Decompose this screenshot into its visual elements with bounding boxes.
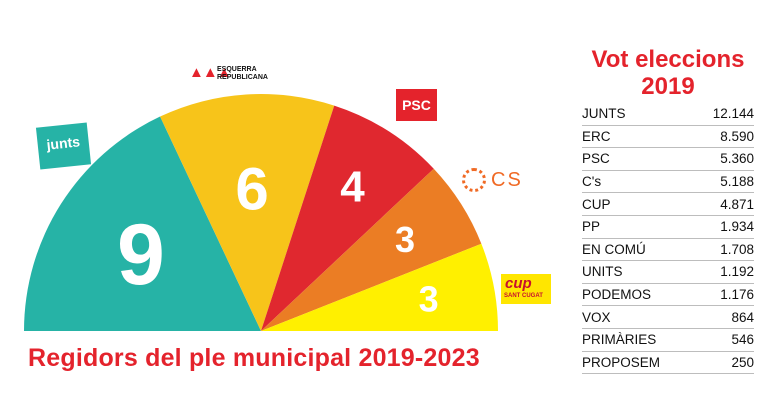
table-row: PRIMÀRIES 546 xyxy=(582,328,754,352)
table-row: VOX 864 xyxy=(582,305,754,329)
table-row: C's 5.188 xyxy=(582,170,754,194)
party-name: VOX xyxy=(582,305,695,329)
table-row: PODEMOS 1.176 xyxy=(582,283,754,307)
party-name: CUP xyxy=(582,192,695,216)
slice-junts xyxy=(24,116,261,331)
party-name: JUNTS xyxy=(582,103,695,126)
vote-count: 4.871 xyxy=(694,192,754,216)
vote-count: 1.708 xyxy=(694,238,754,262)
value-label-psc: 4 xyxy=(340,162,365,211)
party-name: PROPOSEM xyxy=(582,351,695,375)
table-row: EN COMÚ 1.708 xyxy=(582,238,754,262)
table-row: CUP 4.871 xyxy=(582,192,754,216)
cs-ring-icon xyxy=(462,168,486,192)
table-row: PROPOSEM 250 xyxy=(582,351,754,375)
party-name: PODEMOS xyxy=(582,283,695,307)
value-label-erc: 6 xyxy=(235,156,268,223)
table-row: PP 1.934 xyxy=(582,215,754,239)
table-row: UNITS 1.192 xyxy=(582,260,754,284)
vote-count: 5.188 xyxy=(694,170,754,194)
slice-psc xyxy=(261,105,434,331)
table-row: ERC 8.590 xyxy=(582,125,754,149)
vote-count: 5.360 xyxy=(694,147,754,171)
chart-caption: Regidors del ple municipal 2019-2023 xyxy=(28,344,480,372)
table-row: JUNTS 12.144 xyxy=(582,103,754,126)
party-name: PRIMÀRIES xyxy=(582,328,695,352)
psc-logo: PSC xyxy=(396,89,437,121)
cup-logo: cup SANT CUGAT xyxy=(501,274,551,304)
erc-logo: ▲▲▲ ESQUERRA REPUBLICANA xyxy=(189,64,268,81)
party-name: PSC xyxy=(582,147,695,171)
vote-count: 546 xyxy=(694,328,754,352)
table-title: Vot eleccions 2019 xyxy=(591,46,745,100)
value-label-cs: 3 xyxy=(395,219,415,260)
party-name: C's xyxy=(582,170,695,194)
party-name: EN COMÚ xyxy=(582,238,695,262)
party-name: UNITS xyxy=(582,260,695,284)
slice-cup xyxy=(261,243,498,331)
vote-count: 250 xyxy=(694,351,754,375)
vote-count: 1.934 xyxy=(694,215,754,239)
vote-count: 12.144 xyxy=(694,103,754,126)
erc-mark-icon: ▲▲▲ xyxy=(189,64,232,81)
table-row: PSC 5.360 xyxy=(582,147,754,171)
vote-count: 1.176 xyxy=(694,283,754,307)
cs-logo: CS xyxy=(460,165,530,199)
slice-erc xyxy=(160,94,335,332)
party-name: ERC xyxy=(582,125,695,149)
votes-table: JUNTS 12.144 ERC 8.590 PSC 5.360 C's 5.188 CUP 4.… xyxy=(582,103,754,375)
vote-count: 1.192 xyxy=(694,260,754,284)
value-label-cup: 3 xyxy=(419,279,439,320)
junts-logo: junts xyxy=(35,122,92,170)
party-name: PP xyxy=(582,215,695,239)
vote-count: 8.590 xyxy=(694,125,754,149)
vote-count: 864 xyxy=(694,305,754,329)
value-label-junts: 9 xyxy=(117,207,165,303)
slice-cs xyxy=(261,168,482,331)
